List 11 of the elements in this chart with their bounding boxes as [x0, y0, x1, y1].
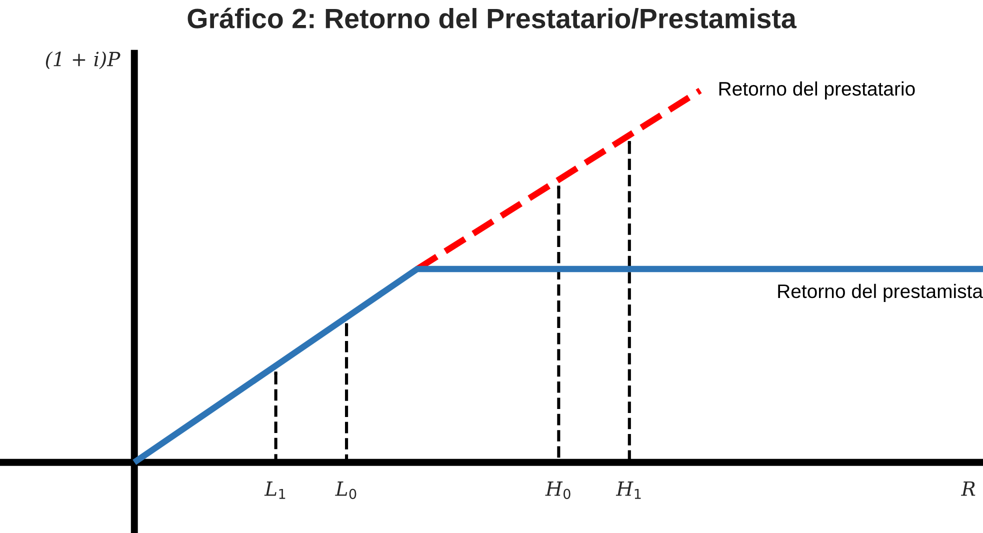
series-label: Retorno del prestamista — [778, 284, 983, 302]
chart-title: Gráfico 2: Retorno del Prestatario/Prestamista — [188, 8, 797, 29]
series-label: Retorno del prestatario — [719, 81, 915, 100]
x-tick-label: L$_{1}$ — [264, 482, 286, 499]
point — [274, 372, 278, 375]
x-tick-label: H$_{0}$ — [545, 482, 570, 500]
x-tick-label: L$_{0}$ — [335, 482, 356, 500]
x-axis-title: R — [960, 482, 976, 496]
point — [344, 323, 348, 326]
y-axis-title: (1 + i)P — [46, 51, 120, 70]
x-tick-label: H$_{1}$ — [616, 482, 641, 499]
